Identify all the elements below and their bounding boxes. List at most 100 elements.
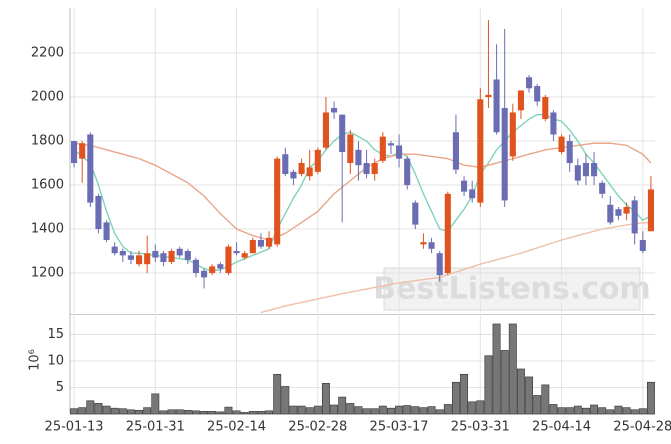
volume-bar <box>492 323 501 415</box>
candle-body <box>363 163 370 175</box>
candle-body <box>599 182 606 194</box>
volume-bar <box>208 411 217 415</box>
volume-bar <box>476 400 485 415</box>
x-tick-label: 25-01-13 <box>45 420 104 435</box>
candle-body <box>607 204 614 223</box>
candle-body <box>428 242 435 249</box>
candle-body <box>647 189 654 232</box>
volume-bar <box>224 406 233 415</box>
candle-body <box>566 141 573 164</box>
y-tick-label: 1800 <box>31 134 64 149</box>
candle-body <box>379 136 386 161</box>
volume-bar <box>281 386 290 415</box>
candle-body <box>103 222 110 240</box>
volume-bar <box>557 407 566 415</box>
volume-bar <box>451 381 460 415</box>
candle-body <box>87 134 94 203</box>
candle-body <box>71 141 78 164</box>
x-tick-label: 25-03-17 <box>370 420 429 435</box>
y-tick-label: 2200 <box>31 46 64 61</box>
volume-bar <box>549 404 558 415</box>
candle-body <box>192 259 199 273</box>
volume-bar <box>297 405 306 415</box>
volume-bar <box>70 408 79 415</box>
candle-body <box>412 202 419 225</box>
volume-bar <box>240 412 249 415</box>
volume-bar <box>362 408 371 415</box>
candle-body <box>152 250 159 258</box>
volume-bar <box>427 406 436 415</box>
volume-bar <box>435 409 444 415</box>
candle-body <box>469 189 476 199</box>
candle-body <box>526 77 533 89</box>
volume-bar <box>460 373 469 415</box>
volume-bar <box>395 405 404 415</box>
volume-bar <box>183 409 192 415</box>
candle-body <box>168 250 175 262</box>
volume-bar <box>378 405 387 415</box>
candle-body <box>574 165 581 181</box>
candle-body <box>298 163 305 175</box>
volume-bar <box>533 395 542 415</box>
volume-bar <box>175 409 184 415</box>
candle-body <box>542 97 549 120</box>
volume-bar <box>638 408 647 415</box>
x-tick-label: 25-04-28 <box>613 420 671 435</box>
candle-body <box>79 143 86 159</box>
candle-body <box>493 79 500 133</box>
candle-body <box>420 242 427 245</box>
volume-bar <box>338 396 347 415</box>
volume-bar <box>354 406 363 415</box>
ma-line <box>260 221 651 314</box>
volume-bar <box>606 409 615 415</box>
volume-bar <box>541 384 550 415</box>
candle-body <box>257 239 264 247</box>
volume-bar <box>590 404 599 415</box>
volume-bar <box>232 410 241 415</box>
volume-bar <box>443 404 452 415</box>
candle-body <box>550 112 557 135</box>
x-tick-label: 25-04-14 <box>532 420 591 435</box>
candle-body <box>282 154 289 175</box>
candle-body <box>136 255 143 265</box>
candle-body <box>347 134 354 164</box>
candle-body <box>477 99 484 203</box>
candle-body <box>534 86 541 102</box>
volume-bar <box>167 409 176 415</box>
volume-bar <box>525 376 534 415</box>
volume-bar <box>102 405 111 415</box>
candle-body <box>355 149 362 166</box>
volume-bar <box>622 407 631 415</box>
candle-body <box>461 180 468 192</box>
volume-bar <box>330 404 339 415</box>
volume-bar <box>273 373 282 415</box>
x-tick-label: 25-02-14 <box>207 420 266 435</box>
volume-bar <box>581 407 590 415</box>
candle-body <box>436 253 443 276</box>
candle-body <box>517 90 524 111</box>
candle-body <box>314 149 321 172</box>
candle-body <box>582 163 589 177</box>
volume-bar <box>159 410 168 415</box>
candle-body <box>160 253 167 262</box>
candle-body <box>127 255 134 260</box>
volume-bar <box>508 323 517 415</box>
volume-bar <box>646 381 655 415</box>
candle-body <box>639 239 646 251</box>
y-tick-label: 1400 <box>31 221 64 236</box>
volume-bar <box>468 401 477 415</box>
candle-body <box>371 163 378 175</box>
candle-body <box>452 132 459 170</box>
volume-bar <box>630 409 639 415</box>
candle-body <box>111 246 118 254</box>
candle-body <box>322 112 329 148</box>
candle-body <box>387 143 394 146</box>
y-tick-label: 1200 <box>31 265 64 280</box>
volume-bar <box>565 407 574 415</box>
candle-body <box>558 136 565 153</box>
watermark: BestListens.com <box>373 272 651 307</box>
candle-body <box>119 250 126 256</box>
candle-body <box>266 237 273 247</box>
candle-body <box>339 114 346 153</box>
